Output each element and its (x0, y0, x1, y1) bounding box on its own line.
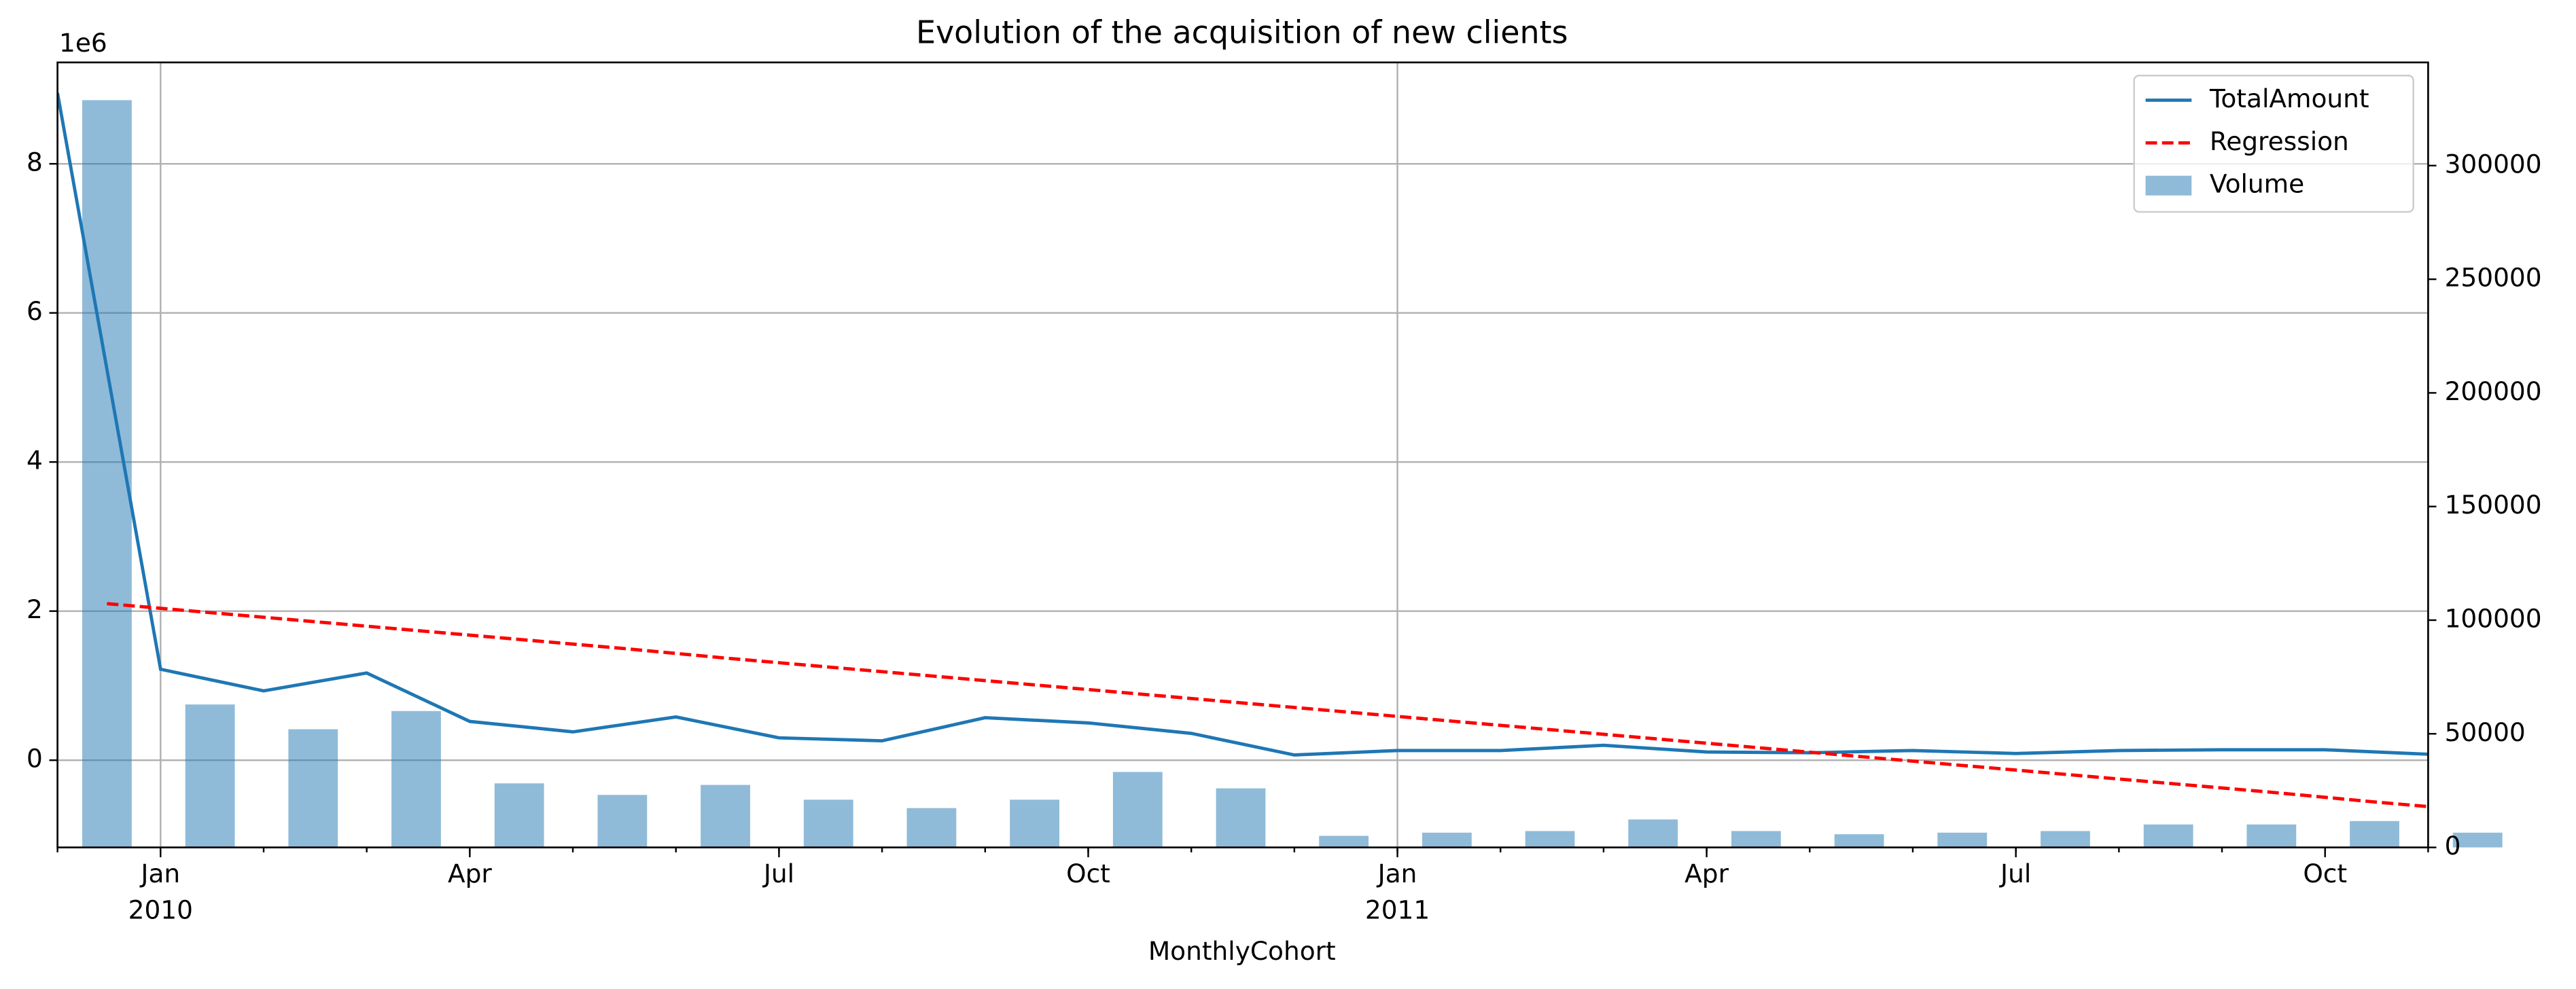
bar (1628, 819, 1678, 848)
bar (1319, 835, 1369, 848)
legend-label: Regression (2210, 126, 2349, 156)
line (107, 602, 2429, 808)
legend-frame (2133, 75, 2414, 213)
bar (906, 808, 957, 848)
x-axis-label: MonthlyCohort (1148, 936, 1336, 966)
y2-tick-label: 150000 (2445, 490, 2542, 520)
y-tick-label: 4 (27, 446, 43, 475)
bar (1010, 799, 1060, 848)
x-tick-label: Oct (2303, 859, 2347, 888)
bar (2246, 824, 2297, 848)
bar (185, 704, 235, 848)
y2-tick-label: 0 (2445, 831, 2461, 861)
line (57, 92, 2429, 757)
y-tick-label: 2 (27, 594, 43, 624)
y2-tick-label: 200000 (2445, 376, 2542, 406)
x-year-label: 2010 (128, 895, 193, 924)
y-offset-label: 1e6 (59, 28, 107, 58)
x-tick-label: Jan (139, 859, 180, 888)
bar (2143, 824, 2193, 848)
bar (1937, 832, 1988, 848)
x-tick-label: Jan (1377, 859, 1417, 888)
legend-label: Volume (2210, 169, 2304, 199)
y2-tick-label: 50000 (2445, 717, 2526, 747)
bar (1112, 772, 1163, 848)
legend-swatch (2145, 175, 2192, 196)
y-tick-label: 6 (27, 296, 43, 326)
bar (82, 100, 132, 848)
legend-label: TotalAmount (2209, 84, 2369, 113)
y2-tick-label: 100000 (2445, 603, 2542, 633)
bar (597, 795, 648, 848)
bar (701, 785, 750, 848)
y-tick-label: 8 (27, 147, 43, 177)
bar (1422, 832, 1472, 848)
x-tick-label: Jul (762, 859, 794, 888)
x-tick-label: Oct (1066, 859, 1110, 888)
bar (1731, 831, 1781, 848)
x-tick-label: Jul (1999, 859, 2031, 888)
bar (391, 711, 441, 848)
bar (1525, 831, 1575, 848)
bar (803, 799, 853, 848)
bar (494, 783, 544, 848)
x-tick-label: Apr (448, 859, 492, 888)
bar (2350, 821, 2399, 848)
bar (1216, 788, 1266, 848)
x-year-label: 2011 (1365, 895, 1430, 924)
y-tick-label: 0 (27, 744, 43, 774)
legend: TotalAmount Regression Volume (2133, 75, 2414, 213)
chart-title: Evolution of the acquisition of new clie… (916, 14, 1568, 50)
bar (2452, 832, 2503, 848)
y2-tick-label: 300000 (2445, 149, 2542, 179)
bar (2041, 831, 2090, 848)
bar (1834, 834, 1884, 848)
bar (288, 729, 338, 848)
y2-tick-label: 250000 (2445, 263, 2542, 293)
x-tick-label: Apr (1684, 859, 1729, 888)
axes-frame (56, 61, 2429, 848)
